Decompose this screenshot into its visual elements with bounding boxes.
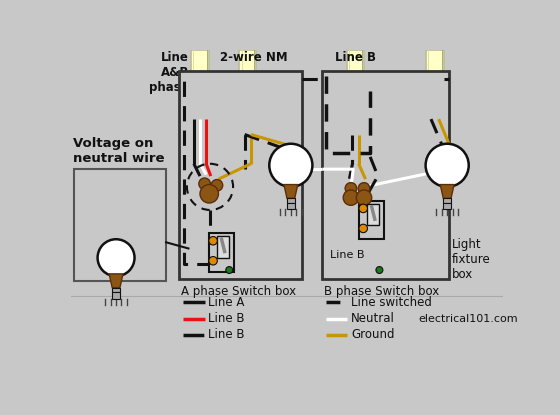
Circle shape <box>343 190 358 205</box>
Bar <box>367 204 380 225</box>
Circle shape <box>358 183 370 194</box>
Bar <box>239 50 256 134</box>
Bar <box>323 71 449 279</box>
Text: Line B: Line B <box>335 51 376 64</box>
Bar <box>287 198 295 203</box>
Polygon shape <box>284 185 298 198</box>
Text: Ground: Ground <box>351 328 394 341</box>
Polygon shape <box>109 274 123 288</box>
Polygon shape <box>440 185 454 198</box>
Bar <box>209 233 234 271</box>
Bar <box>112 288 120 292</box>
Circle shape <box>426 144 469 187</box>
Bar <box>179 71 302 279</box>
Circle shape <box>209 237 217 245</box>
Text: electrical101.com: electrical101.com <box>418 313 517 324</box>
Bar <box>74 169 166 281</box>
Text: Light
fixture
box: Light fixture box <box>452 239 491 281</box>
Text: B phase Switch box: B phase Switch box <box>324 286 439 298</box>
Text: Line B: Line B <box>77 173 110 183</box>
Bar <box>287 203 295 209</box>
Circle shape <box>359 224 367 233</box>
Bar <box>112 292 120 298</box>
Circle shape <box>199 178 211 190</box>
Bar <box>217 236 229 258</box>
Text: 2-wire NM: 2-wire NM <box>220 51 288 64</box>
Text: Line
A&B
phase: Line A&B phase <box>150 51 189 94</box>
Text: Line B: Line B <box>208 312 245 325</box>
Circle shape <box>226 266 233 273</box>
Bar <box>444 203 451 209</box>
Circle shape <box>356 190 372 205</box>
Bar <box>444 198 451 203</box>
Circle shape <box>345 183 357 194</box>
Text: Voltage on
neutral wire: Voltage on neutral wire <box>73 137 165 165</box>
Circle shape <box>376 266 383 273</box>
Text: Line switched: Line switched <box>351 296 432 309</box>
Circle shape <box>269 144 312 187</box>
Text: Line B: Line B <box>208 328 245 341</box>
Circle shape <box>359 204 367 212</box>
Circle shape <box>97 239 134 276</box>
Bar <box>360 201 384 239</box>
Circle shape <box>211 180 223 191</box>
Circle shape <box>200 185 218 203</box>
Text: Line B: Line B <box>330 250 365 260</box>
Text: Line A: Line A <box>208 296 245 309</box>
Text: Neutral: Neutral <box>351 312 395 325</box>
Bar <box>191 50 209 119</box>
Text: o V: o V <box>77 183 94 193</box>
Bar <box>426 50 444 119</box>
Bar <box>347 50 364 134</box>
Text: o V: o V <box>124 173 141 183</box>
Text: A phase Switch box: A phase Switch box <box>181 286 296 298</box>
Circle shape <box>209 256 217 265</box>
